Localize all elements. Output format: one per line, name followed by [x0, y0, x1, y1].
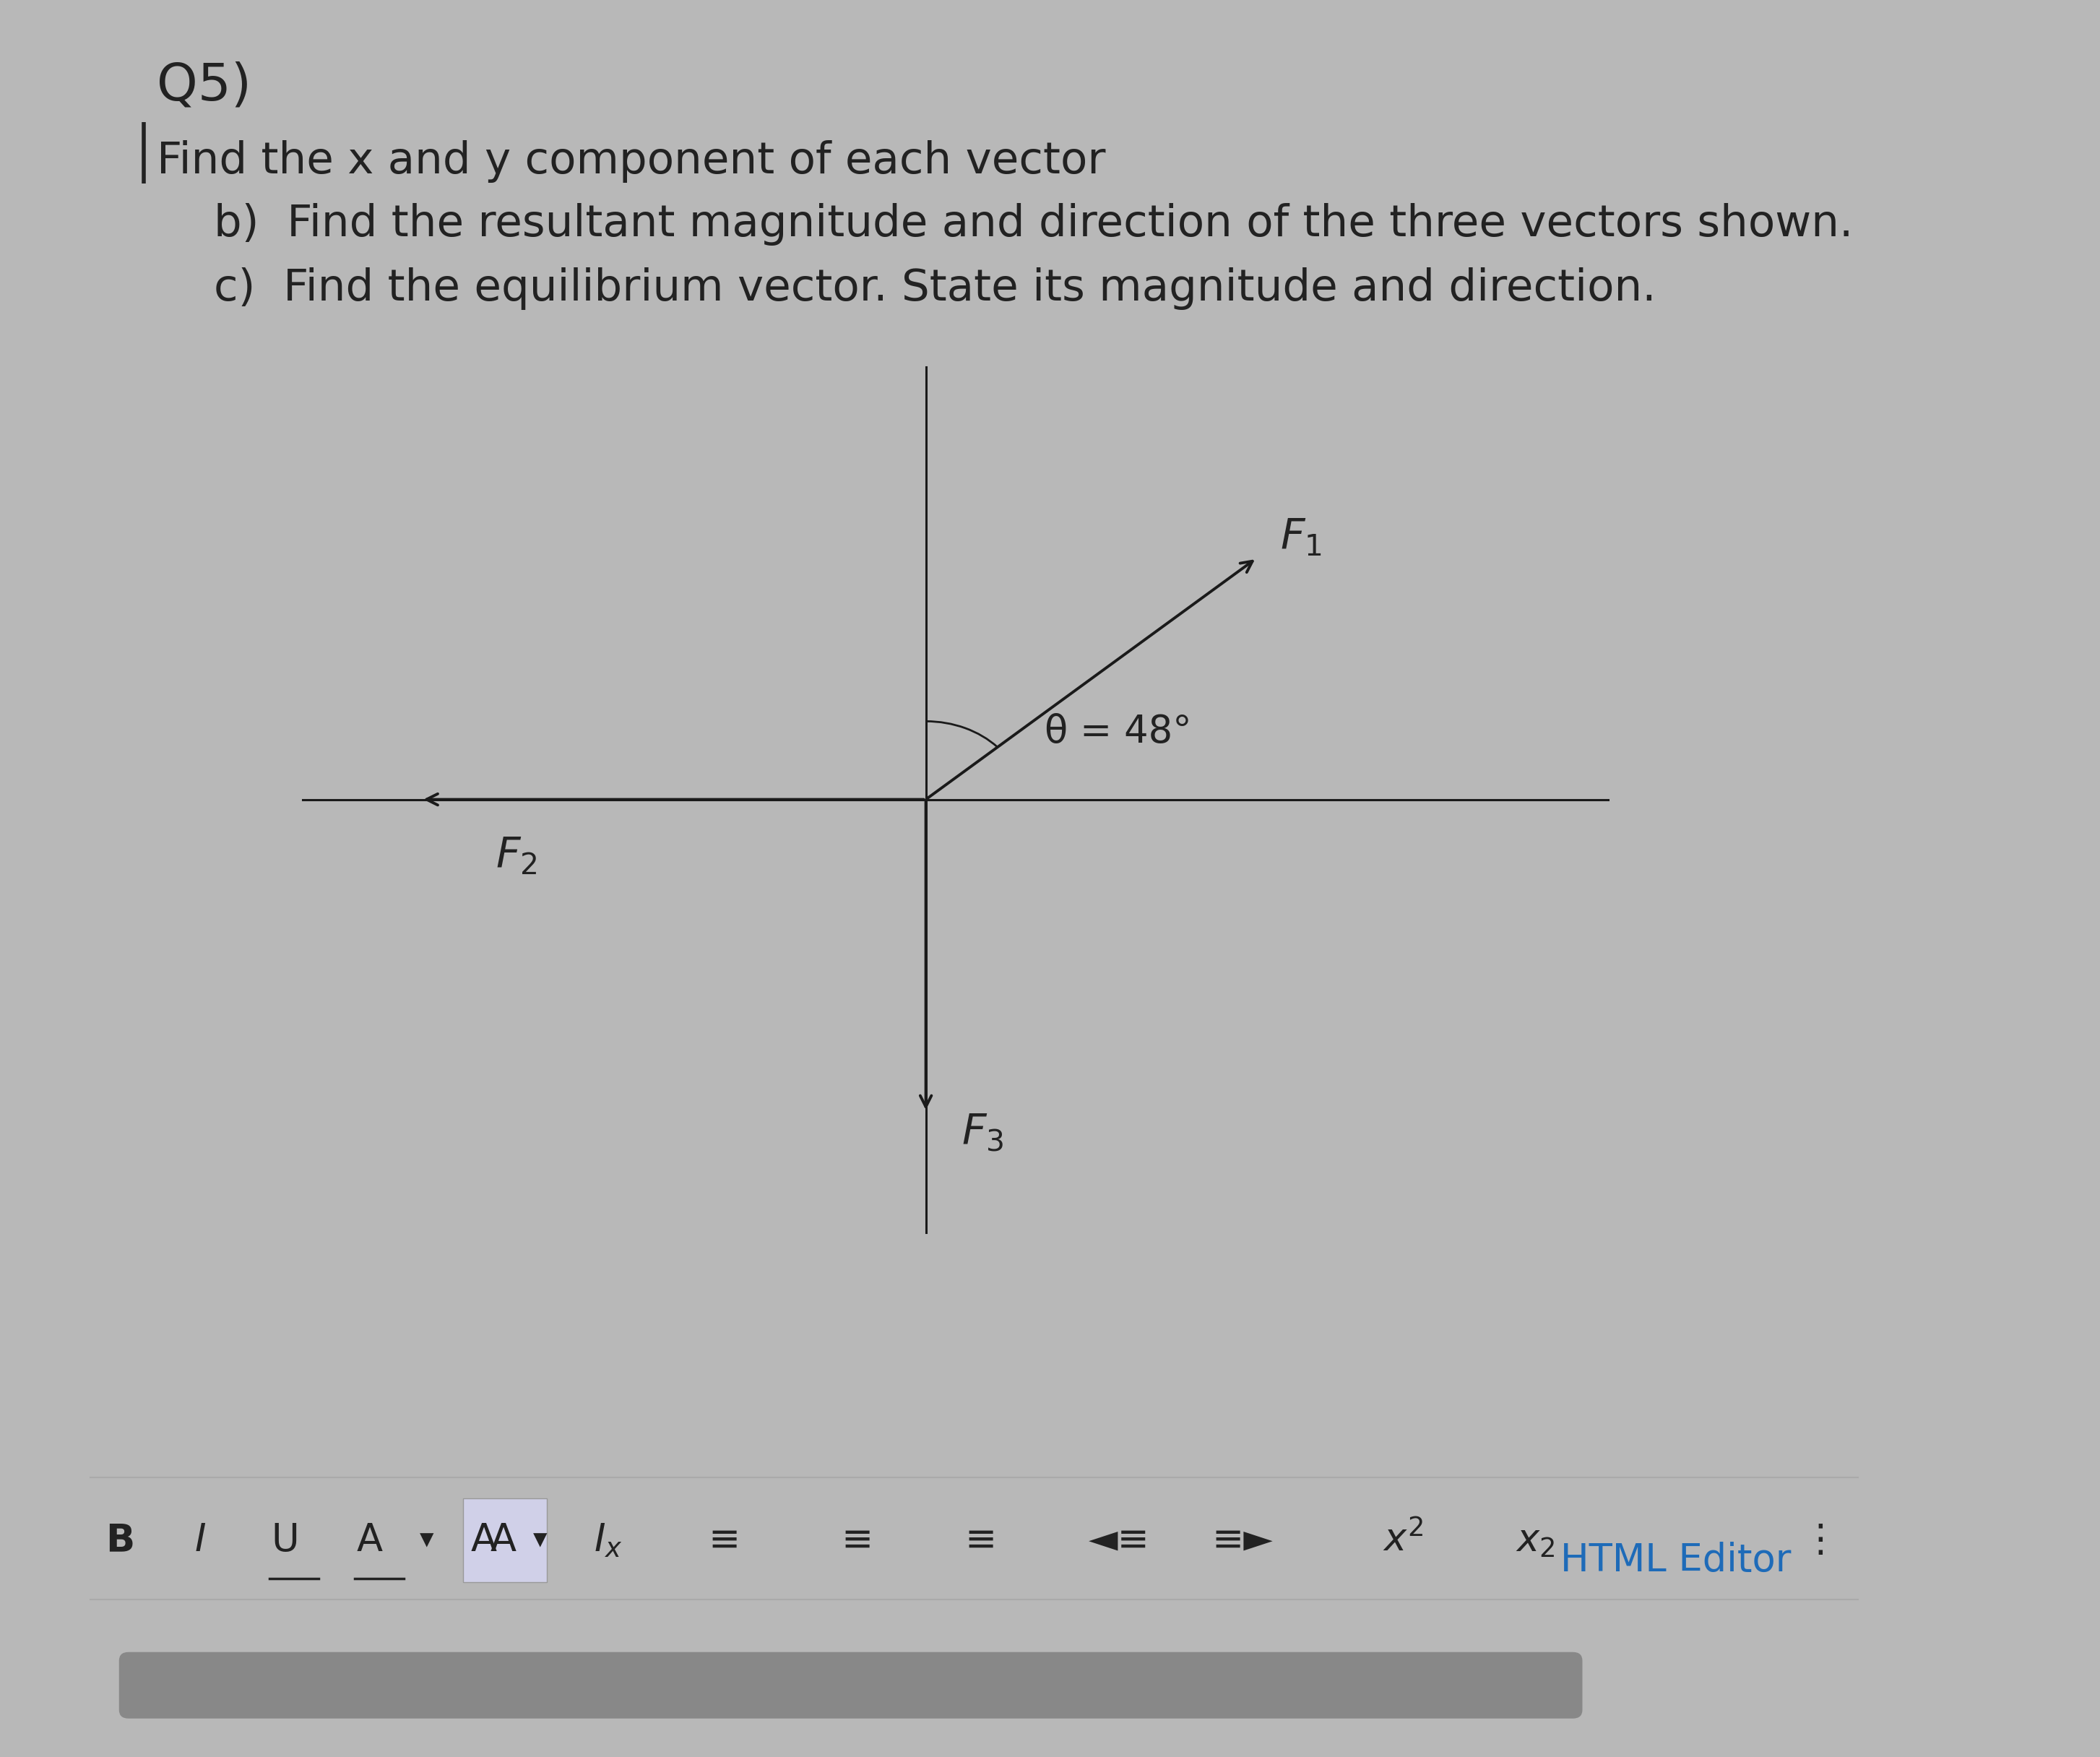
Text: ⋮: ⋮ [1802, 1522, 1840, 1558]
Text: A: A [357, 1522, 382, 1558]
Text: ≡►: ≡► [1212, 1522, 1273, 1558]
Text: $F_3$: $F_3$ [962, 1112, 1004, 1153]
Text: Q5): Q5) [158, 61, 252, 111]
Text: $F_1$: $F_1$ [1281, 517, 1323, 559]
Text: ◄≡: ◄≡ [1088, 1522, 1149, 1558]
Text: ≡: ≡ [964, 1522, 998, 1558]
Text: ▾: ▾ [420, 1527, 433, 1553]
Text: $F_2$: $F_2$ [496, 836, 538, 877]
Text: A: A [489, 1522, 517, 1558]
Text: B: B [105, 1522, 134, 1558]
Text: A: A [470, 1522, 498, 1558]
Text: b)  Find the resultant magnitude and direction of the three vectors shown.: b) Find the resultant magnitude and dire… [214, 202, 1854, 246]
Text: ▾: ▾ [533, 1527, 548, 1553]
Text: ≡: ≡ [842, 1522, 874, 1558]
Text: c)  Find the equilibrium vector. State its magnitude and direction.: c) Find the equilibrium vector. State it… [214, 267, 1657, 309]
Text: $I_x$: $I_x$ [594, 1522, 624, 1558]
FancyBboxPatch shape [120, 1652, 1583, 1718]
Text: ≡: ≡ [708, 1522, 739, 1558]
FancyBboxPatch shape [462, 1499, 546, 1581]
Text: θ = 48°: θ = 48° [1044, 713, 1191, 750]
Text: HTML Editor: HTML Editor [1560, 1543, 1791, 1580]
Text: $x^2$: $x^2$ [1382, 1522, 1424, 1558]
Text: $x_2$: $x_2$ [1516, 1522, 1556, 1558]
Text: Find the x and y component of each vector: Find the x and y component of each vecto… [158, 141, 1107, 183]
Text: I: I [195, 1522, 206, 1558]
Text: U: U [271, 1522, 298, 1558]
